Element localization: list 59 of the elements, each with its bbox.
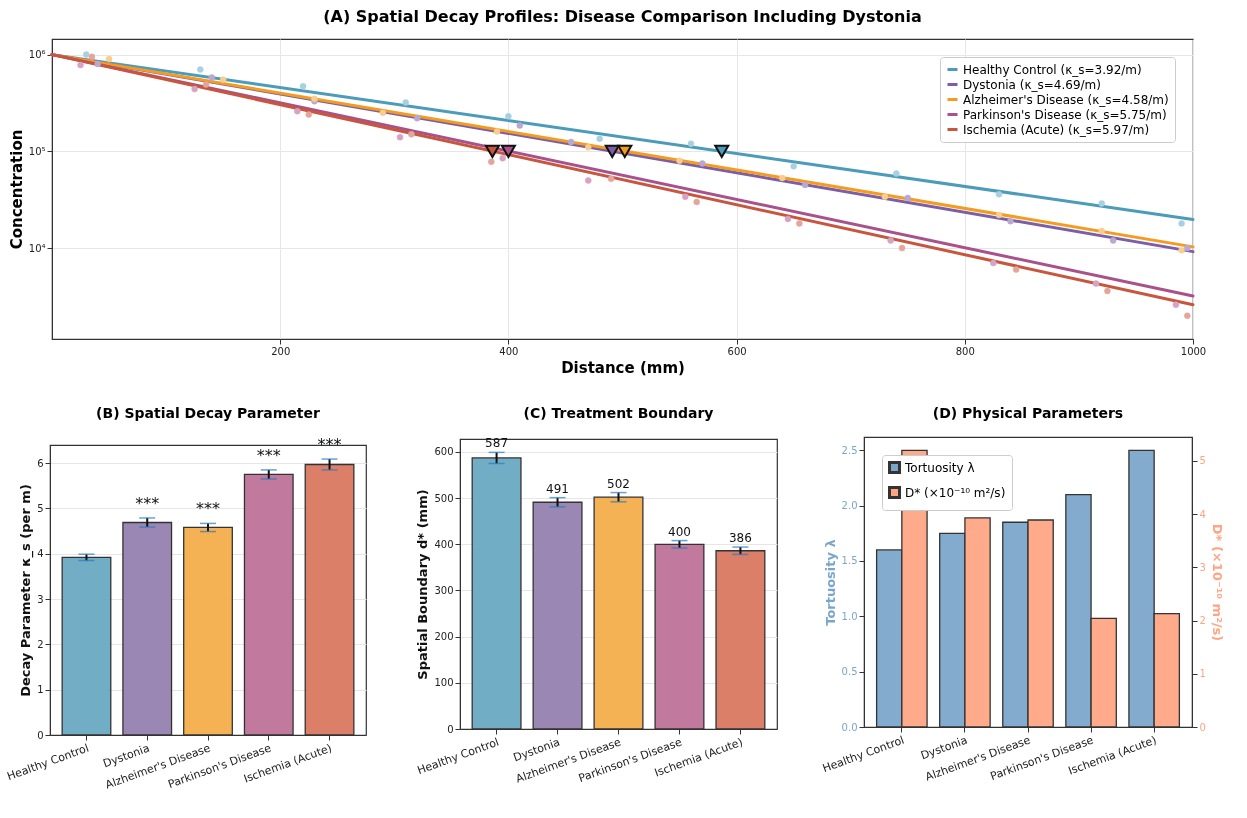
y-tick-label: 10⁵: [28, 145, 46, 157]
data-label: 587: [485, 436, 509, 451]
x-tick-label: 200: [271, 345, 291, 357]
y-tick-label: 4: [37, 548, 44, 560]
y-tick-label: 0.0: [841, 721, 858, 733]
chart-title: (A) Spatial Decay Profiles: Disease Comparison Including Dystonia: [323, 7, 922, 26]
y2-tick-label: 3: [1199, 561, 1206, 573]
y-tick-label: 300: [434, 584, 454, 596]
x-tick-label: 1000: [1180, 345, 1207, 357]
legend-label: D* (×10⁻¹⁰ m²/s): [905, 485, 1006, 500]
x-tick-label: 600: [727, 345, 747, 357]
y-tick-label: 2: [37, 638, 44, 650]
chart-title: (D) Physical Parameters: [932, 405, 1124, 421]
y2-axis-title: D* (×10⁻¹⁰ m²/s): [1209, 523, 1225, 642]
y-tick-label: 500: [434, 492, 454, 504]
y-tick-label: 10⁴: [28, 242, 46, 254]
y-tick-label: 10⁶: [28, 49, 46, 61]
y-axis-title: Spatial Boundary d* (mm): [415, 489, 431, 680]
legend-label: Alzheimer's Disease (κ_s=4.58/m): [963, 92, 1169, 107]
x-axis-title: Distance (mm): [561, 358, 685, 377]
legend-label: Parkinson's Disease (κ_s=5.75/m): [963, 107, 1167, 122]
data-label: 491: [546, 481, 569, 496]
annotation: ***: [256, 445, 281, 465]
data-label: 386: [728, 531, 752, 546]
y-tick-label: 1: [37, 684, 44, 696]
y-tick-label: 1.0: [841, 610, 858, 622]
legend-label: Ischemia (Acute) (κ_s=5.97/m): [963, 122, 1150, 137]
legend-label: Healthy Control (κ_s=3.92/m): [963, 62, 1142, 77]
y-tick-label: 6: [37, 457, 44, 469]
y-tick-label: 100: [434, 677, 454, 689]
x-tick-label: 400: [499, 345, 519, 357]
legend-label: Dystonia (κ_s=4.69/m): [963, 77, 1101, 92]
y-tick-label: 200: [434, 631, 454, 643]
y-tick-label: 600: [434, 446, 454, 458]
data-label: 400: [668, 524, 691, 539]
chart-title: (C) Treatment Boundary: [523, 405, 714, 422]
y-axis-title: Decay Parameter κ_s (per m): [18, 484, 35, 697]
y-axis-title: Concentration: [7, 129, 26, 250]
y-tick-label: 400: [434, 538, 454, 550]
y-tick-label: 2.5: [841, 444, 858, 456]
y-axis-title: Tortuosity λ: [822, 539, 838, 626]
annotation: ***: [196, 499, 220, 519]
y-tick-label: 1.5: [841, 555, 858, 567]
y-tick-label: 2.0: [841, 500, 858, 512]
chart-title: (B) Spatial Decay Parameter: [96, 405, 320, 422]
y-tick-label: 0: [37, 729, 44, 741]
y2-tick-label: 2: [1199, 615, 1206, 627]
data-label: 502: [607, 476, 630, 491]
y2-tick-label: 4: [1199, 508, 1206, 520]
y-tick-label: 3: [37, 593, 44, 605]
y2-tick-label: 5: [1199, 455, 1206, 467]
y2-tick-label: 1: [1199, 668, 1206, 680]
y-tick-label: 0: [447, 723, 454, 735]
y-tick-label: 5: [37, 502, 44, 514]
y2-tick-label: 0: [1199, 721, 1206, 733]
legend-label: Tortuosity λ: [904, 460, 975, 475]
x-tick-label: 800: [955, 345, 975, 357]
y-tick-label: 0.5: [841, 666, 858, 678]
annotation: ***: [135, 493, 160, 513]
